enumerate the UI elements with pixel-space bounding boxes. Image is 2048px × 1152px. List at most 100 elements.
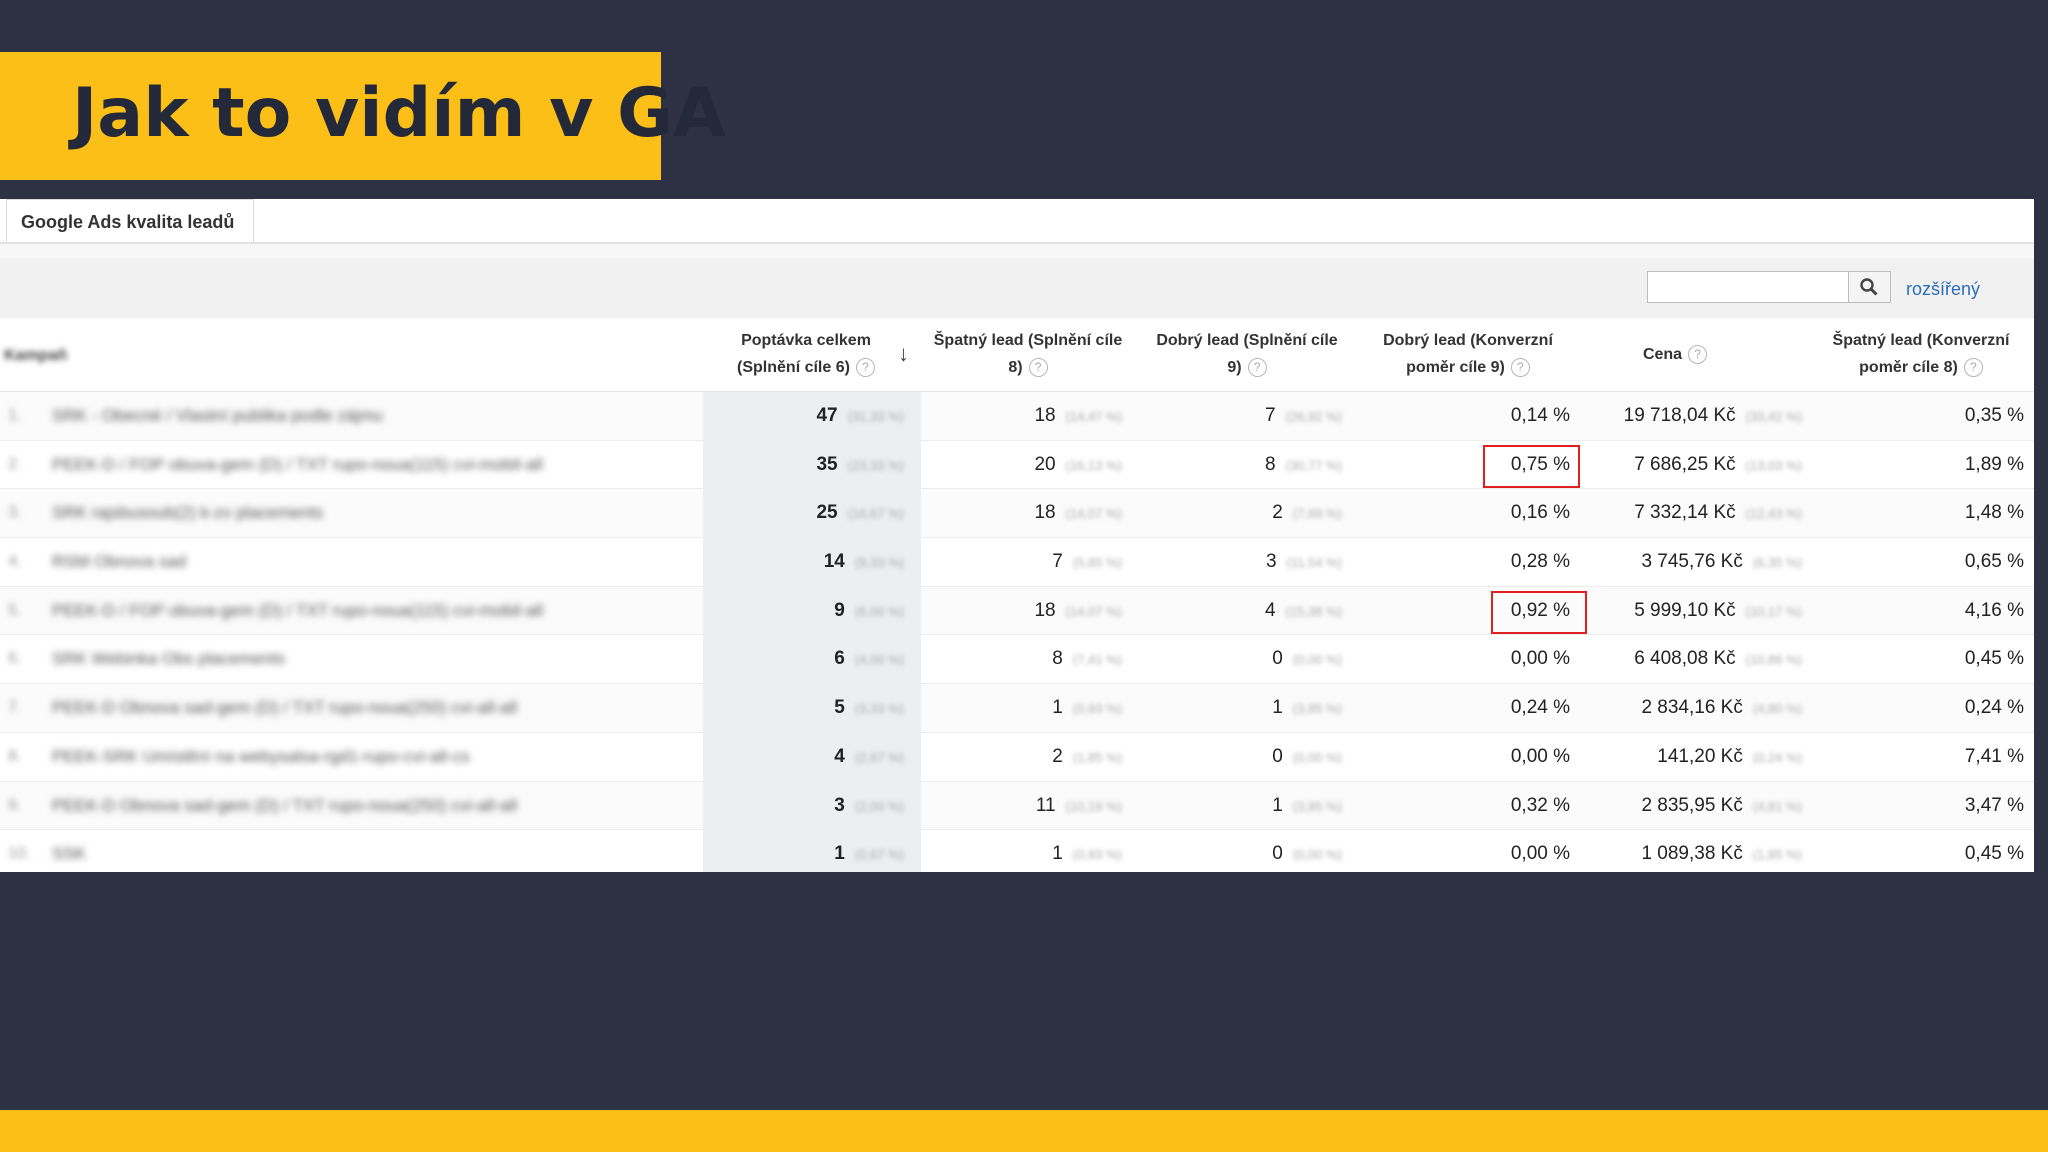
search-icon	[1860, 278, 1878, 296]
table-row[interactable]: 9. PEEK-D Obnova sad-gem (D) / TXT rupo-n…	[0, 781, 2034, 831]
advanced-filter-link[interactable]: rozšířený	[1906, 279, 1981, 299]
table-row[interactable]: 4. RSM Obnova sad 14 (9,33 %) 7 (5,65 %) 3 (11,…	[0, 538, 2034, 587]
cell-dobry-lead: 0 (0,00 %)	[1272, 843, 1342, 865]
table-header: Kampaň Poptávka celkem (Splnění cíle 6)?…	[0, 319, 2034, 392]
campaign-name-link[interactable]: PEEK-D / FOP obuva-gem (D) / TXT rupo-no…	[52, 600, 543, 620]
cell-cena: 5 999,10 Kč (10,17 %)	[1634, 599, 1802, 621]
campaign-name-link[interactable]: SRK - Obecné / Vlastní publika podle záj…	[52, 406, 383, 425]
table-row[interactable]: 10. SSK 1 (0,67 %) 1 (0,93 %) 0 (0,00 %) 0,00 % 1…	[0, 830, 2034, 872]
cell-poptavka: 14 (9,33 %)	[823, 551, 904, 573]
cell-cena: 6 408,08 Kč (10,86 %)	[1634, 648, 1802, 670]
column-header-dobry-lead-konverzni[interactable]: Dobrý lead (Konverzní poměr cíle 9)?	[1383, 332, 1553, 378]
row-number: 6.	[8, 650, 22, 668]
cell-spatny-lead-konverzni: 0,35 %	[1964, 405, 2024, 426]
cell-spatny-lead: 20 (16,13 %)	[1034, 453, 1122, 475]
cell-spatny-lead: 8 (7,41 %)	[1052, 648, 1122, 670]
campaign-name-link[interactable]: SRK rajsbusoub(2) k-zv placements	[52, 503, 324, 523]
bottom-accent-bar	[0, 1110, 2048, 1152]
cell-dobry-lead: 1 (3,85 %)	[1272, 794, 1342, 816]
campaign-name-link[interactable]: PEEK-SRK Umístění na webysalsa-rgd1-rupo…	[52, 746, 470, 766]
cell-poptavka: 3 (2,00 %)	[834, 794, 904, 816]
cell-dobry-lead-konverzni: 0,00 %	[1510, 648, 1570, 670]
campaign-name-link[interactable]: PEEK-D Obnova sad-gem (D) / TXT rupo-nou…	[52, 795, 518, 815]
cell-spatny-lead-konverzni: 7,41 %	[1964, 745, 2024, 767]
tab-google-ads-lead-quality[interactable]: Google Ads kvalita leadů	[6, 199, 254, 242]
cell-cena: 7 686,25 Kč (13,03 %)	[1634, 453, 1802, 475]
cell-spatny-lead-konverzni: 1,48 %	[1964, 502, 2024, 524]
sorted-column-shade	[703, 392, 921, 440]
column-header-spatny-lead[interactable]: Špatný lead (Splnění cíle 8)?	[933, 332, 1123, 378]
help-icon[interactable]: ?	[1688, 345, 1708, 365]
campaign-name-link[interactable]: SRK Webinka Obs placements	[52, 649, 286, 669]
cell-spatny-lead: 1 (0,93 %)	[1052, 697, 1122, 719]
cell-spatny-lead: 7 (5,65 %)	[1052, 551, 1122, 573]
column-header-spatny-lead-konverzni[interactable]: Špatný lead (Konverzní poměr cíle 8)?	[1832, 332, 2010, 378]
row-number: 5.	[8, 601, 22, 619]
cell-dobry-lead: 2 (7,69 %)	[1272, 502, 1342, 524]
cell-spatny-lead-konverzni: 0,45 %	[1964, 648, 2024, 670]
cell-dobry-lead: 1 (3,85 %)	[1272, 697, 1342, 719]
campaign-name-link[interactable]: PEEK-D / FOP obuva-gem (D) / TXT rupo-no…	[52, 454, 543, 474]
cell-spatny-lead-konverzni: 4,16 %	[1964, 599, 2024, 621]
sort-descending-icon[interactable]: ↓	[898, 341, 909, 366]
cell-cena: 19 718,04 Kč (33,42 %)	[1623, 405, 1802, 426]
dimension-header[interactable]: Kampaň	[4, 347, 68, 364]
column-header-poptavka[interactable]: Poptávka celkem (Splnění cíle 6)?	[703, 327, 909, 381]
cell-spatny-lead-konverzni: 0,65 %	[1964, 551, 2024, 573]
sorted-column-shade	[703, 586, 921, 635]
cell-spatny-lead: 18 (14,07 %)	[1034, 599, 1122, 621]
row-number: 9.	[8, 796, 22, 814]
cell-spatny-lead-konverzni: 1,89 %	[1964, 453, 2024, 475]
cell-cena: 141,20 Kč (0,24 %)	[1657, 745, 1802, 767]
campaign-name-link[interactable]: RSM Obnova sad	[52, 552, 187, 572]
help-icon[interactable]: ?	[1963, 358, 1983, 378]
table-row[interactable]: 5. PEEK-D / FOP obuva-gem (D) / TXT rupo-…	[0, 586, 2034, 636]
cell-cena: 7 332,14 Kč (12,43 %)	[1634, 502, 1802, 524]
cell-dobry-lead-konverzni: 0,14 %	[1510, 405, 1570, 426]
cell-poptavka: 5 (3,33 %)	[834, 697, 904, 719]
sorted-column-shade	[703, 538, 921, 586]
column-header-cena[interactable]: Cena?	[1600, 341, 1750, 368]
table-search-input[interactable]	[1647, 271, 1849, 303]
column-header-dobry-lead[interactable]: Dobrý lead (Splnění cíle 9)?	[1156, 332, 1338, 378]
cell-dobry-lead-konverzni: 0,75 %	[1510, 453, 1570, 475]
campaign-name-link[interactable]: SSK	[52, 844, 87, 864]
cell-cena: 2 835,95 Kč (4,81 %)	[1641, 794, 1802, 816]
cell-poptavka: 9 (6,00 %)	[834, 599, 904, 621]
table-row[interactable]: 7. PEEK-D Obnova sad-gem (D) / TXT rupo-n…	[0, 684, 2034, 733]
cell-spatny-lead-konverzni: 0,45 %	[1964, 843, 2024, 865]
table-row[interactable]: 6. SRK Webinka Obs placements 6 (4,00 %) 8 (7…	[0, 635, 2034, 685]
cell-spatny-lead: 1 (0,93 %)	[1052, 843, 1122, 865]
cell-dobry-lead-konverzni: 0,00 %	[1510, 745, 1570, 767]
cell-dobry-lead-konverzni: 0,24 %	[1510, 697, 1570, 719]
cell-poptavka: 4 (2,67 %)	[834, 745, 904, 767]
cell-dobry-lead: 7 (26,92 %)	[1265, 405, 1342, 426]
search-button[interactable]	[1849, 271, 1891, 303]
cell-poptavka: 25 (16,67 %)	[816, 502, 904, 524]
highlight-box	[1491, 590, 1587, 634]
cell-poptavka: 1 (0,67 %)	[834, 843, 904, 865]
campaign-name-link[interactable]: PEEK-D Obnova sad-gem (D) / TXT rupo-nou…	[52, 698, 518, 718]
table-row[interactable]: 1. SRK - Obecné / Vlastní publika podle z…	[0, 392, 2034, 441]
table-row[interactable]: 3. SRK rajsbusoub(2) k-zv placements 25 (16…	[0, 489, 2034, 539]
help-icon[interactable]: ?	[1247, 358, 1267, 378]
cell-dobry-lead-konverzni: 0,16 %	[1510, 502, 1570, 524]
help-icon[interactable]: ?	[855, 358, 875, 378]
cell-dobry-lead: 0 (0,00 %)	[1272, 648, 1342, 670]
help-icon[interactable]: ?	[1510, 358, 1530, 378]
row-number: 7.	[8, 699, 22, 717]
slide-title-band: Jak to vidím v GA	[0, 52, 726, 180]
sorted-column-shade	[703, 732, 921, 781]
cell-spatny-lead: 2 (1,85 %)	[1052, 745, 1122, 767]
help-icon[interactable]: ?	[1028, 358, 1048, 378]
row-number: 2.	[8, 455, 22, 473]
cell-spatny-lead: 11 (10,19 %)	[1035, 794, 1122, 816]
cell-dobry-lead-konverzni: 0,00 %	[1510, 843, 1570, 865]
cell-spatny-lead: 18 (14,47 %)	[1034, 405, 1122, 426]
row-number: 10.	[8, 845, 31, 863]
table-row[interactable]: 2. PEEK-D / FOP obuva-gem (D) / TXT rupo-…	[0, 440, 2034, 490]
row-number: 1.	[8, 407, 22, 424]
table-row[interactable]: 8. PEEK-SRK Umístění na webysalsa-rgd1-ru…	[0, 732, 2034, 782]
sorted-column-shade	[703, 489, 921, 538]
cell-cena: 3 745,76 Kč (6,35 %)	[1641, 551, 1802, 573]
